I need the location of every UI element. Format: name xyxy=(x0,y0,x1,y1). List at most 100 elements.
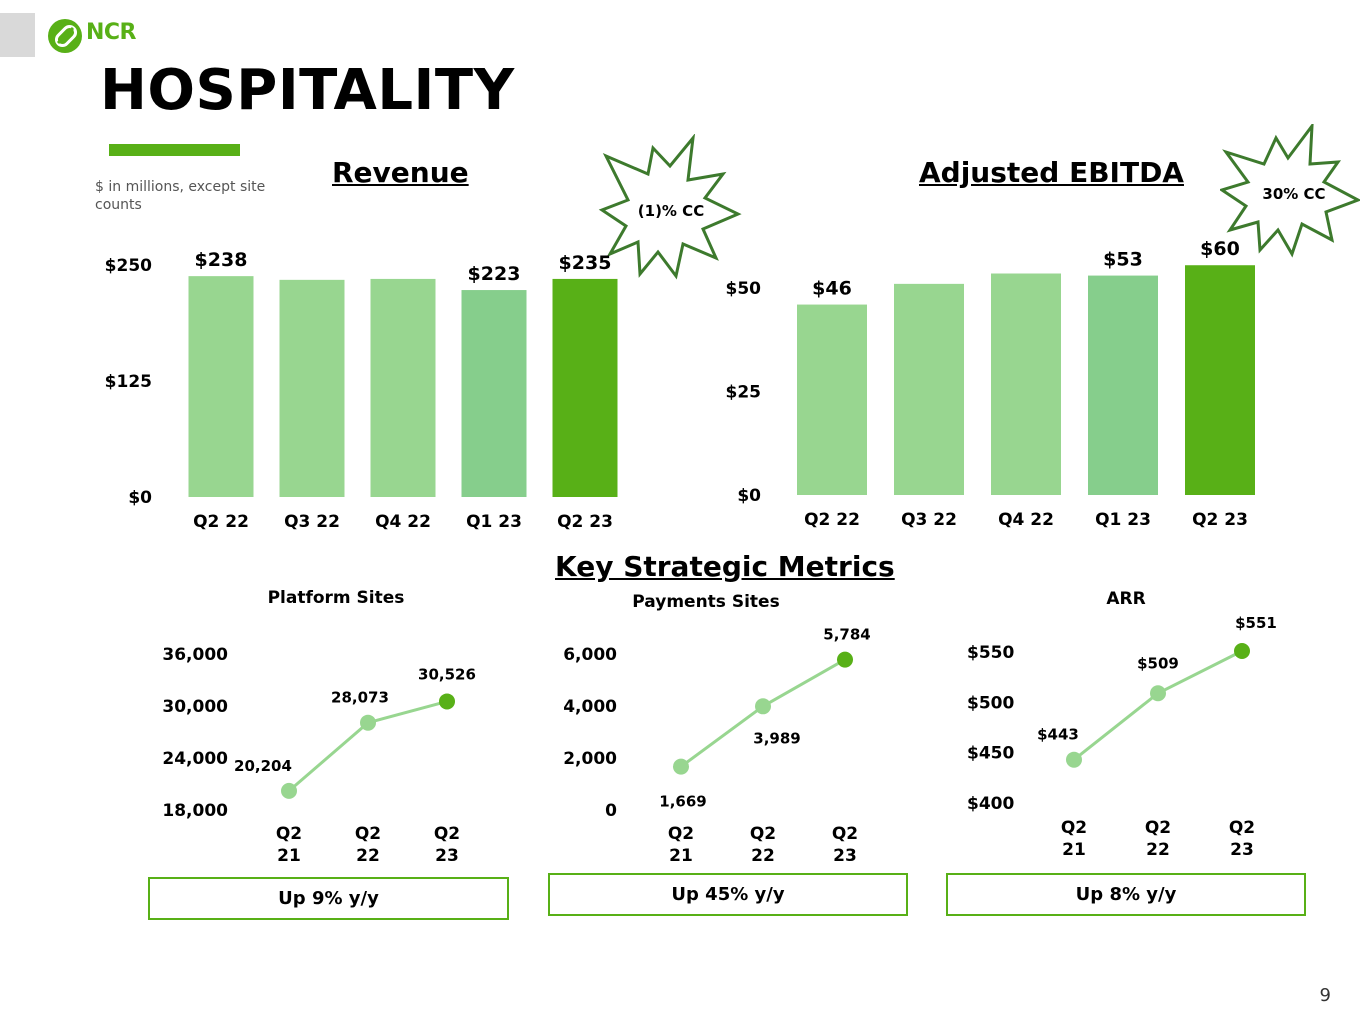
payments-sites-title: Payments Sites xyxy=(632,592,780,612)
logo-text: NCR xyxy=(86,20,137,45)
y-tick-label: 6,000 xyxy=(563,645,617,665)
ebitda-chart-title: Adjusted EBITDA xyxy=(919,156,1184,189)
x-tick-label: Q2 22 xyxy=(193,512,249,532)
arr-title: ARR xyxy=(1106,589,1146,609)
y-tick-label: 24,000 xyxy=(162,749,228,769)
x-tick-label: Q1 23 xyxy=(1095,510,1151,530)
y-tick-label: $500 xyxy=(967,693,1014,713)
page-title: HOSPITALITY xyxy=(100,58,515,123)
y-tick-label: 18,000 xyxy=(162,801,228,821)
x-tick-label-line1: Q2 xyxy=(1229,818,1255,838)
data-label: $509 xyxy=(1137,654,1179,672)
burst-shape xyxy=(598,134,742,280)
bar xyxy=(461,290,527,497)
x-tick-label-line2: 21 xyxy=(277,846,301,866)
x-tick-label-line2: 23 xyxy=(435,846,459,866)
data-label: $223 xyxy=(468,263,521,285)
bar xyxy=(279,279,345,497)
bar xyxy=(991,273,1061,495)
y-tick-label: 2,000 xyxy=(563,749,617,769)
ebitda-cc-label: 30% CC xyxy=(1262,185,1325,203)
x-tick-label: Q4 22 xyxy=(375,512,431,532)
ebitda-cc-callout: 30% CC xyxy=(1220,124,1360,258)
platform-summary-box: Up 9% y/y xyxy=(148,877,509,920)
revenue-bar-chart: $0 $125 $250 Q2 22 $238 Q3 22 Q4 22 Q1 23 $223 Q2… xyxy=(105,249,618,532)
bar xyxy=(1185,265,1255,495)
platform-sites-title: Platform Sites xyxy=(267,588,405,608)
revenue-cc-callout: (1)% CC xyxy=(598,134,742,280)
burst-shape xyxy=(1220,124,1360,258)
data-point xyxy=(1066,751,1082,768)
x-tick-label-line1: Q2 xyxy=(355,824,381,844)
bar xyxy=(370,278,436,497)
payments-sites-line-chart: 02,0004,0006,0001,669Q2213,989Q2225,784Q… xyxy=(563,626,871,866)
bar xyxy=(1088,275,1158,495)
y-tick-label: 4,000 xyxy=(563,697,617,717)
x-tick-label-line2: 23 xyxy=(1230,840,1254,860)
key-metrics-title: Key Strategic Metrics xyxy=(555,550,895,583)
data-point xyxy=(360,714,376,731)
data-point xyxy=(837,651,853,668)
x-tick-label-line2: 22 xyxy=(751,846,775,866)
y-tick-label: $450 xyxy=(967,744,1014,764)
x-tick-label-line2: 23 xyxy=(833,846,857,866)
x-tick-label-line1: Q2 xyxy=(1061,818,1087,838)
x-tick-label: Q1 23 xyxy=(466,512,522,532)
y-tick-label: $550 xyxy=(967,643,1014,663)
revenue-chart-title: Revenue xyxy=(332,156,469,189)
data-label: $46 xyxy=(812,278,852,300)
page-number: 9 xyxy=(1319,985,1331,1006)
data-point xyxy=(281,782,297,799)
x-tick-label-line2: 22 xyxy=(356,846,380,866)
y-tick-label: $400 xyxy=(967,794,1014,814)
units-note: $ in millions, except site counts xyxy=(95,179,266,213)
x-tick-label-line1: Q2 xyxy=(668,824,694,844)
y-tick-label: 36,000 xyxy=(162,645,228,665)
data-point xyxy=(673,758,689,775)
bar xyxy=(894,283,964,495)
data-label: $53 xyxy=(1103,249,1143,271)
x-tick-label-line1: Q2 xyxy=(276,824,302,844)
title-underline-bar xyxy=(109,144,240,156)
platform-sites-line-chart: 18,00024,00030,00036,00020,204Q22128,073… xyxy=(162,645,476,866)
payments-summary-box: Up 45% y/y xyxy=(548,873,908,916)
y-tick-label: 30,000 xyxy=(162,697,228,717)
data-point xyxy=(755,698,771,715)
x-tick-label: Q2 23 xyxy=(1192,510,1248,530)
bar xyxy=(552,278,618,497)
y-tick-label: $250 xyxy=(105,256,152,276)
x-tick-label-line2: 21 xyxy=(1062,840,1086,860)
ncr-logo-icon xyxy=(46,17,86,59)
data-label: $443 xyxy=(1037,726,1079,744)
x-tick-label: Q2 23 xyxy=(557,512,613,532)
y-tick-label: $0 xyxy=(128,488,152,508)
y-tick-label: $25 xyxy=(726,383,762,403)
data-label: $551 xyxy=(1235,614,1277,632)
x-tick-label: Q2 22 xyxy=(804,510,860,530)
y-tick-label: $50 xyxy=(726,279,762,299)
x-tick-label-line1: Q2 xyxy=(434,824,460,844)
data-label: 28,073 xyxy=(331,689,389,707)
x-tick-label: Q3 22 xyxy=(901,510,957,530)
bar xyxy=(188,276,254,497)
bar xyxy=(797,304,867,495)
arr-summary-box: Up 8% y/y xyxy=(946,873,1306,916)
data-point xyxy=(1150,685,1166,702)
x-tick-label: Q3 22 xyxy=(284,512,340,532)
y-tick-label: 0 xyxy=(605,801,617,821)
data-point xyxy=(1234,642,1250,659)
data-label: 1,669 xyxy=(659,793,706,811)
data-label: $60 xyxy=(1200,238,1240,260)
data-label: 5,784 xyxy=(823,626,870,644)
ebitda-bar-chart: $0 $25 $50 Q2 22 $46 Q3 22 Q4 22 Q1 23 $53 Q2 23 $… xyxy=(726,238,1255,530)
y-tick-label: $0 xyxy=(737,486,761,506)
revenue-cc-label: (1)% CC xyxy=(638,202,704,220)
data-label: 30,526 xyxy=(418,665,476,683)
x-tick-label-line1: Q2 xyxy=(1145,818,1171,838)
x-tick-label-line2: 22 xyxy=(1146,840,1170,860)
x-tick-label-line2: 21 xyxy=(669,846,693,866)
data-label: 20,204 xyxy=(234,757,292,775)
data-label: $238 xyxy=(195,249,248,271)
x-tick-label-line1: Q2 xyxy=(750,824,776,844)
